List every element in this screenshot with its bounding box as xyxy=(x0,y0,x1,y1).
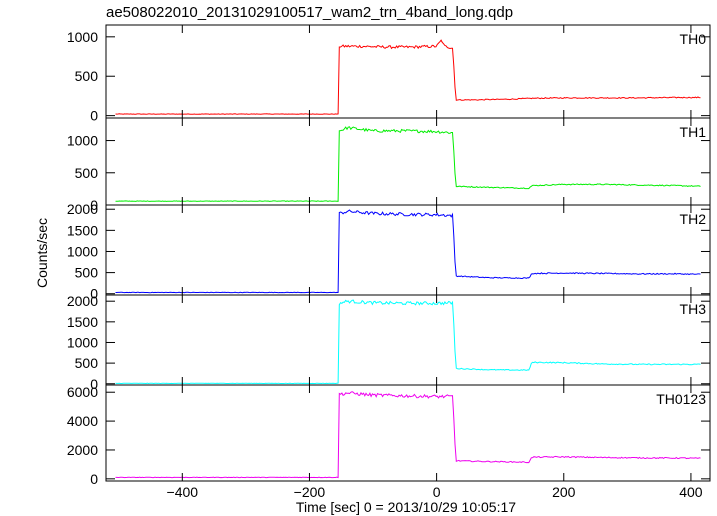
y-tick-label: 2000 xyxy=(67,201,98,217)
y-tick-label: 2000 xyxy=(67,293,98,309)
panel-label: TH0123 xyxy=(656,391,706,407)
x-tick-label: 400 xyxy=(679,484,703,500)
y-tick-label: 2000 xyxy=(67,442,98,458)
y-tick-label: 1000 xyxy=(67,334,98,350)
panel-frame xyxy=(105,204,711,296)
panel-label: TH0 xyxy=(680,31,707,47)
panel-frame xyxy=(105,24,711,119)
y-tick-label: 0 xyxy=(90,471,98,487)
y-tick-label: 500 xyxy=(75,355,99,371)
x-tick-label: 0 xyxy=(433,484,441,500)
panel-label: TH1 xyxy=(680,124,707,140)
panel-th1: 0 500 1000 TH1 xyxy=(67,117,711,213)
panel-th3: 0 500 1000 1500 2000 TH3 xyxy=(67,293,711,392)
y-tick-label: 0 xyxy=(90,376,98,392)
x-tick-label: 200 xyxy=(552,484,576,500)
series-th1 xyxy=(115,126,701,202)
x-tick-label: −200 xyxy=(294,484,326,500)
y-axis-label: Counts/sec xyxy=(34,218,50,288)
y-tick-label: 1500 xyxy=(67,222,98,238)
y-tick-label: 1000 xyxy=(67,29,98,45)
y-tick-label: 500 xyxy=(75,265,99,281)
y-tick-label: 1000 xyxy=(67,243,98,259)
panel-frame xyxy=(105,294,711,386)
panel-frame xyxy=(105,117,711,206)
series-th0123 xyxy=(115,391,701,479)
y-tick-label: 4000 xyxy=(67,413,98,429)
series-th3 xyxy=(115,299,701,385)
panel-th0123: 0 2000 4000 6000 TH0123 xyxy=(67,384,711,487)
y-tick-label: 1000 xyxy=(67,133,98,149)
y-tick-label: 0 xyxy=(90,286,98,302)
y-tick-label: 6000 xyxy=(67,384,98,400)
panel-th0: 0 500 1000 TH0 xyxy=(67,24,711,124)
y-tick-label: 0 xyxy=(90,197,98,213)
x-axis-label: Time [sec] 0 = 2013/10/29 10:05:17 xyxy=(296,499,516,515)
y-tick-label: 1500 xyxy=(67,314,98,330)
y-tick-label: 500 xyxy=(75,165,99,181)
series-th0 xyxy=(115,39,701,115)
y-tick-label: 500 xyxy=(75,68,99,84)
panel-label: TH3 xyxy=(680,301,707,317)
chart-title: ae508022010_20131029100517_wam2_trn_4ban… xyxy=(106,4,513,21)
series-th2 xyxy=(115,209,701,294)
x-tick-label: −400 xyxy=(167,484,199,500)
panel-th2: 0 500 1000 1500 2000 TH2 xyxy=(67,201,711,302)
panel-frame xyxy=(105,384,711,482)
y-tick-label: 0 xyxy=(90,108,98,124)
panel-label: TH2 xyxy=(680,211,707,227)
